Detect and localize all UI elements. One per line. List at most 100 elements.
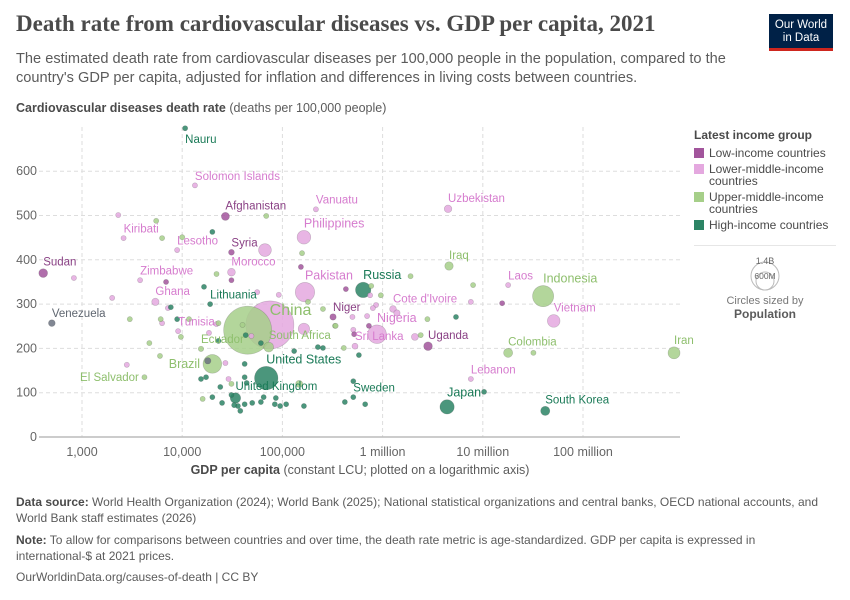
data-point [204,357,212,365]
point-label: Nigeria [377,311,417,325]
data-point [367,292,373,299]
data-point [174,316,181,323]
data-point-nauru [182,125,189,132]
data-point [342,286,349,292]
data-point-vietnam [547,314,561,328]
legend-title: Latest income group [694,128,813,142]
data-point-iraq [444,261,454,271]
data-point-tunisia [175,328,181,335]
point-label: Afghanistan [225,200,286,212]
source-label: Data source: [16,495,89,509]
data-point-united-states [254,366,279,391]
legend-item-low[interactable]: Low-income countries [694,147,844,160]
data-point [377,292,384,299]
point-label: South Africa [269,330,332,342]
data-point [257,399,264,405]
legend-swatch [694,148,704,158]
y-tick-label: 500 [16,209,37,223]
data-point [332,322,339,329]
data-point [277,403,284,409]
data-point-philippines [296,230,312,245]
data-point [228,277,235,284]
data-point [228,380,235,387]
point-label: Indonesia [543,272,597,286]
data-point [263,213,270,219]
point-label: Laos [508,270,533,282]
data-point [249,399,256,406]
size-legend-small: 600M [754,271,775,281]
data-point-ecuador [197,345,205,352]
legend-item-lower-middle[interactable]: Lower-middle-income countries [694,161,844,188]
chart-title: Death rate from cardiovascular diseases … [16,11,656,36]
data-point [242,332,249,339]
data-point [299,250,305,257]
data-point-sri-lanka [351,342,359,350]
data-point [470,282,476,288]
data-point [499,300,506,307]
data-point [530,349,537,356]
data-point [213,271,220,277]
point-label: Lesotho [177,235,218,247]
data-point-sweden [350,394,357,401]
data-point [411,333,419,341]
data-point [243,380,250,386]
point-label: Philippines [304,216,364,230]
point-label: Colombia [508,336,557,348]
legend-label: Lower-middle-income countries [709,161,824,188]
data-point [467,298,474,305]
data-point [481,388,487,395]
data-point-indonesia [532,285,555,308]
logo-line-2: in Data [782,32,820,44]
y-axis-label: Cardiovascular diseases death rate (deat… [16,101,386,115]
data-point-zimbabwe [137,277,143,284]
source-url[interactable]: OurWorldinData.org/causes-of-death | CC … [16,570,259,584]
x-tick-label: 1 million [360,445,406,459]
data-point [320,345,326,351]
y-tick-label: 400 [16,253,37,267]
x-axis-label-unit: (constant LCU; plotted on a logarithmic … [283,463,530,477]
chart-subtitle: The estimated death rate from cardiovasc… [16,51,726,86]
data-point [366,322,372,329]
legend-item-upper-middle[interactable]: Upper-middle-income countries [694,190,844,216]
data-point [298,263,304,270]
data-point-el-salvador [141,374,148,381]
data-point [297,322,310,335]
data-point-solomon-islands [192,182,198,189]
data-point-niger [329,313,337,321]
data-point-venezuela [48,319,56,327]
data-point [215,337,222,344]
data-point-uganda [423,341,433,351]
data-point [206,329,212,336]
point-label: South Korea [545,394,610,406]
data-point [153,217,160,224]
point-label: Zimbabwe [140,266,193,278]
owid-logo[interactable]: Our World in Data [769,14,833,51]
legend-swatch [694,163,704,174]
point-label: Russia [363,268,401,282]
data-point [349,314,356,320]
data-point [368,283,375,289]
note-label: Note: [16,533,47,547]
data-point-nigeria [367,324,387,344]
size-legend-big: 1.4B [756,256,775,266]
data-point [351,331,358,338]
data-point-morocco [227,268,236,277]
data-point-ghana [151,297,160,306]
data-point [272,395,279,401]
legend-label: High-income countries [709,217,829,232]
data-point-sudan [38,268,48,278]
data-point-cote-d-ivoire [389,305,397,313]
data-point [369,305,376,311]
data-point [199,396,206,402]
size-legend: 1.4B 600M Circles sized by Population [694,245,836,321]
data-point [295,380,303,388]
data-point [159,235,165,241]
y-tick-label: 600 [16,164,37,178]
data-point [231,402,238,409]
data-point-kiribati [120,235,127,241]
data-point [241,401,248,408]
data-point [254,289,261,296]
source-text: World Health Organization (2024); World … [16,495,818,525]
legend-item-high[interactable]: High-income countries [694,217,844,232]
point-label: Lithuania [210,290,257,302]
